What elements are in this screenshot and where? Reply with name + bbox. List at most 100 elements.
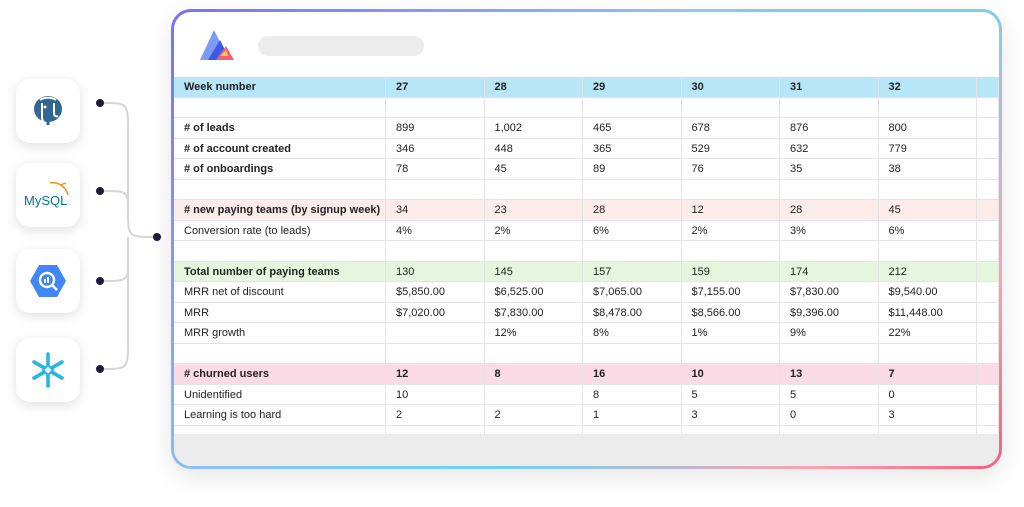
table-cell[interactable]: 145 [484, 261, 583, 282]
table-cell[interactable]: 12 [681, 200, 780, 221]
table-cell[interactable] [583, 241, 682, 262]
table-cell[interactable] [681, 97, 780, 118]
table-cell[interactable]: 876 [780, 118, 879, 139]
mysql-source[interactable]: MySQL [16, 163, 80, 227]
table-cell[interactable]: 1% [681, 323, 780, 344]
table-cell[interactable]: 32 [878, 77, 977, 98]
table-cell[interactable]: 9% [780, 323, 879, 344]
table-cell[interactable] [484, 97, 583, 118]
table-cell[interactable]: 2 [484, 405, 583, 426]
table-cell[interactable] [484, 343, 583, 364]
table-cell[interactable]: 89 [583, 159, 682, 180]
table-cell[interactable] [386, 241, 485, 262]
table-cell[interactable]: 12% [484, 323, 583, 344]
table-cell[interactable] [583, 343, 682, 364]
table-cell[interactable]: 22% [878, 323, 977, 344]
table-cell[interactable]: 7 [878, 364, 977, 385]
row-label-cell[interactable]: MRR [174, 302, 386, 323]
table-cell[interactable]: 10 [681, 364, 780, 385]
row-label-cell[interactable]: MRR net of discount [174, 282, 386, 303]
table-cell[interactable] [681, 343, 780, 364]
table-cell[interactable]: 28 [780, 200, 879, 221]
table-cell[interactable]: 6% [878, 220, 977, 241]
bigquery-source[interactable] [16, 249, 80, 313]
table-cell[interactable]: 465 [583, 118, 682, 139]
row-label-cell[interactable]: # churned users [174, 364, 386, 385]
row-label-cell[interactable]: Total number of paying teams [174, 261, 386, 282]
row-label-cell[interactable]: # of onboardings [174, 159, 386, 180]
row-label-cell[interactable]: # of account created [174, 138, 386, 159]
table-cell[interactable]: 3 [681, 405, 780, 426]
table-cell[interactable]: $9,540.00 [878, 282, 977, 303]
table-cell-empty[interactable] [977, 138, 999, 159]
table-cell[interactable]: 174 [780, 261, 879, 282]
table-cell[interactable]: 8 [583, 384, 682, 405]
table-cell[interactable]: 34 [386, 200, 485, 221]
postgresql-source[interactable] [16, 79, 80, 143]
table-cell[interactable]: 13 [780, 364, 879, 385]
table-cell-empty[interactable] [977, 343, 999, 364]
snowflake-source[interactable] [16, 338, 80, 402]
table-cell[interactable]: 23 [484, 200, 583, 221]
row-label-cell[interactable] [174, 97, 386, 118]
table-cell[interactable] [386, 97, 485, 118]
table-cell[interactable]: $7,065.00 [583, 282, 682, 303]
row-label-cell[interactable] [174, 179, 386, 200]
table-cell-empty[interactable] [977, 159, 999, 180]
table-cell[interactable] [878, 97, 977, 118]
table-cell[interactable] [780, 241, 879, 262]
row-label-cell[interactable]: Learning is too hard [174, 405, 386, 426]
table-cell[interactable]: 76 [681, 159, 780, 180]
table-cell[interactable]: 5 [780, 384, 879, 405]
table-cell[interactable]: 632 [780, 138, 879, 159]
table-cell[interactable]: $8,478.00 [583, 302, 682, 323]
row-label-cell[interactable]: # of leads [174, 118, 386, 139]
row-label-cell[interactable] [174, 343, 386, 364]
table-cell[interactable]: 779 [878, 138, 977, 159]
table-cell[interactable]: $7,020.00 [386, 302, 485, 323]
table-cell[interactable]: 10 [386, 384, 485, 405]
table-cell[interactable]: 4% [386, 220, 485, 241]
table-cell-empty[interactable] [977, 241, 999, 262]
row-label-cell[interactable]: Unidentified [174, 384, 386, 405]
table-cell[interactable]: 157 [583, 261, 682, 282]
row-label-cell[interactable]: # new paying teams (by signup week) [174, 200, 386, 221]
table-cell[interactable]: $7,155.00 [681, 282, 780, 303]
table-cell[interactable]: $7,830.00 [780, 282, 879, 303]
table-cell[interactable] [386, 343, 485, 364]
table-cell[interactable]: 38 [878, 159, 977, 180]
table-cell[interactable]: 45 [878, 200, 977, 221]
table-cell[interactable]: 8% [583, 323, 682, 344]
table-cell[interactable]: 346 [386, 138, 485, 159]
table-cell[interactable]: 29 [583, 77, 682, 98]
table-cell[interactable]: 159 [681, 261, 780, 282]
table-cell-empty[interactable] [977, 302, 999, 323]
table-cell[interactable]: 800 [878, 118, 977, 139]
table-cell-empty[interactable] [977, 118, 999, 139]
table-cell[interactable]: 1,002 [484, 118, 583, 139]
table-cell-empty[interactable] [977, 179, 999, 200]
table-cell-empty[interactable] [977, 384, 999, 405]
table-cell-empty[interactable] [977, 97, 999, 118]
table-cell[interactable]: 6% [583, 220, 682, 241]
table-cell-empty[interactable] [977, 220, 999, 241]
table-cell[interactable]: 365 [583, 138, 682, 159]
table-cell[interactable]: 3 [878, 405, 977, 426]
table-cell[interactable]: 0 [878, 384, 977, 405]
table-cell[interactable]: 16 [583, 364, 682, 385]
table-cell[interactable] [780, 97, 879, 118]
table-cell[interactable]: 2% [681, 220, 780, 241]
table-cell[interactable]: 8 [484, 364, 583, 385]
table-cell[interactable]: $7,830.00 [484, 302, 583, 323]
table-cell[interactable] [484, 179, 583, 200]
row-label-cell[interactable]: Conversion rate (to leads) [174, 220, 386, 241]
table-cell[interactable] [780, 179, 879, 200]
table-cell[interactable]: 35 [780, 159, 879, 180]
table-cell[interactable]: $5,850.00 [386, 282, 485, 303]
table-cell[interactable] [878, 241, 977, 262]
table-cell[interactable]: $8,566.00 [681, 302, 780, 323]
table-cell[interactable]: 27 [386, 77, 485, 98]
table-cell[interactable]: $9,396.00 [780, 302, 879, 323]
table-cell[interactable]: 448 [484, 138, 583, 159]
table-cell-empty[interactable] [977, 364, 999, 385]
